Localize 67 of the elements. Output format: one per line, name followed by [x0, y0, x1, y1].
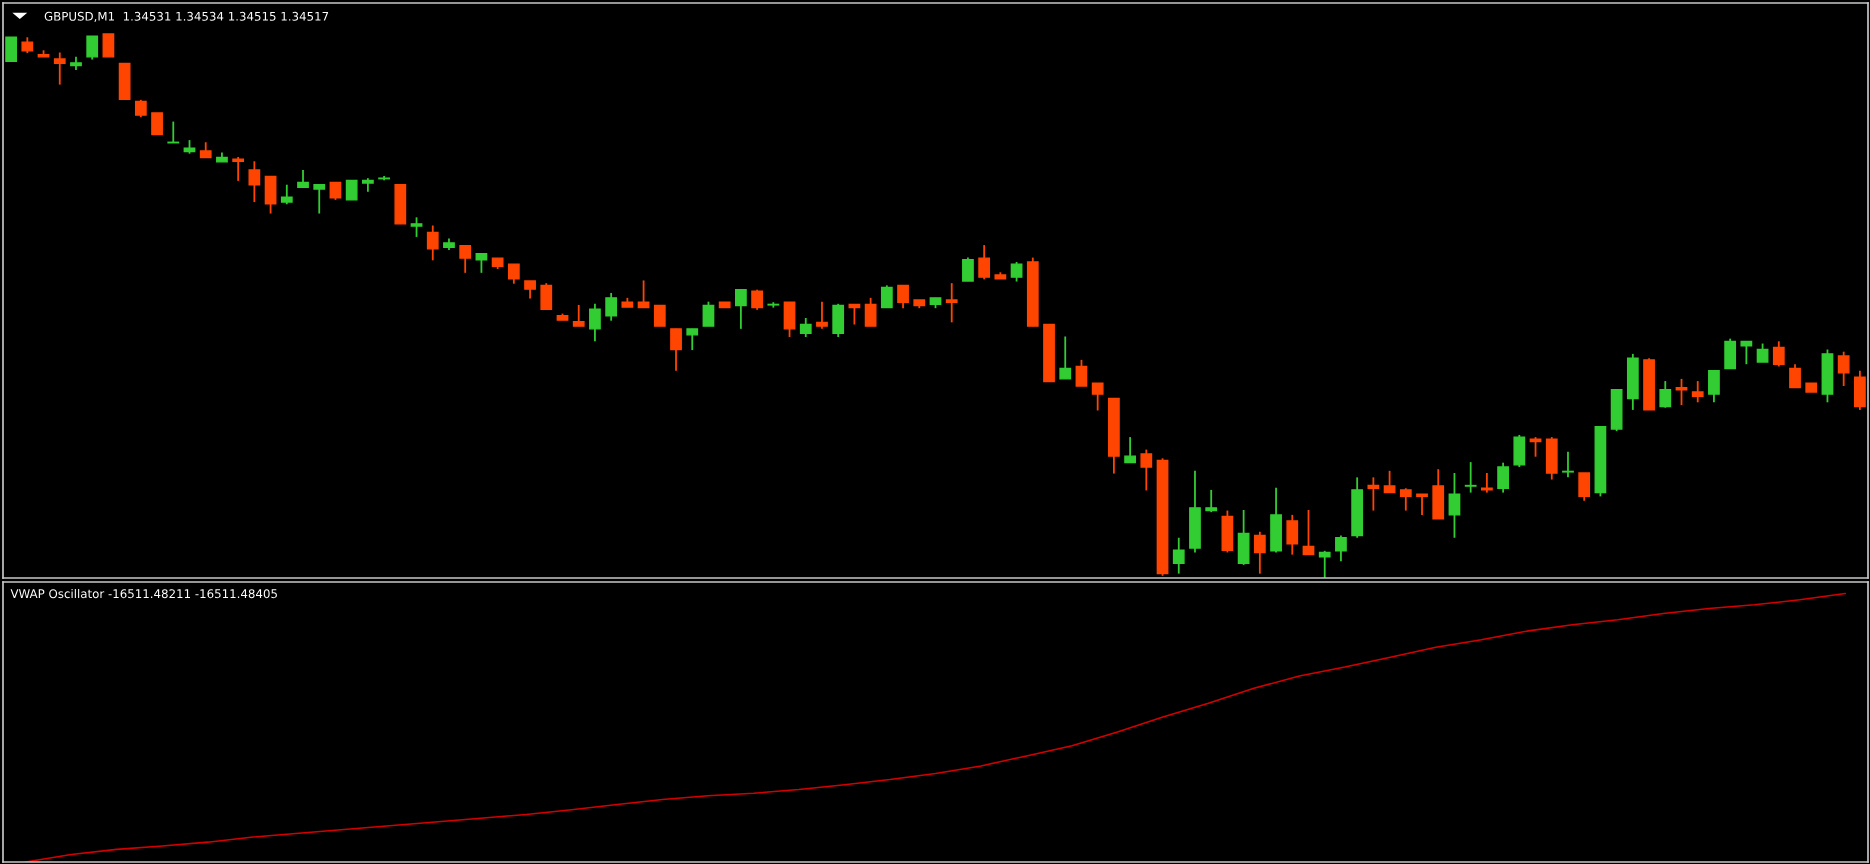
- candlestick: [670, 327, 682, 372]
- candlestick: [1708, 369, 1720, 404]
- candlestick: [1091, 382, 1104, 412]
- candlestick: [53, 51, 66, 86]
- candlestick: [962, 256, 974, 282]
- candlestick: [426, 224, 439, 262]
- candlestick: [507, 263, 520, 285]
- candlestick: [864, 296, 877, 328]
- candlestick: [589, 302, 601, 343]
- candlestick: [151, 112, 163, 136]
- candlestick: [605, 292, 618, 322]
- candlestick: [345, 179, 358, 201]
- chart-title: VWAP Oscillator -16511.48211 -16511.48405: [10, 589, 277, 599]
- candlestick: [540, 282, 553, 311]
- candlestick: [1010, 261, 1023, 283]
- candlestick: [475, 252, 488, 274]
- candlestick: [1318, 549, 1331, 578]
- candlestick: [1837, 350, 1850, 387]
- candlestick: [1302, 509, 1315, 556]
- candlestick: [897, 284, 909, 310]
- candlestick: [1335, 534, 1347, 563]
- candlestick: [572, 304, 585, 328]
- candlestick: [751, 288, 763, 311]
- candlestick: [1691, 380, 1704, 404]
- candlestick: [880, 284, 893, 309]
- candlestick: [1481, 472, 1493, 494]
- candlestick: [1253, 530, 1266, 575]
- candlestick: [248, 160, 261, 204]
- candlestick: [945, 282, 958, 324]
- candlestick: [86, 35, 99, 61]
- candlestick: [1172, 536, 1185, 575]
- candlestick: [280, 183, 293, 206]
- candlestick: [1740, 340, 1753, 366]
- candlestick: [1367, 476, 1380, 512]
- candlestick: [1789, 363, 1801, 389]
- candlestick: [1075, 358, 1088, 387]
- candlestick: [735, 288, 747, 330]
- candlestick: [459, 244, 472, 274]
- candlestick: [686, 327, 699, 351]
- candlestick: [167, 120, 180, 144]
- candlestick: [1756, 342, 1769, 363]
- candlestick: [1562, 450, 1574, 479]
- candlestick: [1659, 380, 1672, 409]
- candlestick: [1448, 472, 1461, 539]
- candlestick: [1497, 461, 1509, 494]
- candlestick: [232, 156, 245, 182]
- candlestick: [1416, 493, 1428, 516]
- candlestick: [1205, 488, 1218, 514]
- candlestick: [1399, 487, 1412, 512]
- candlestick: [653, 304, 666, 328]
- candlestick: [410, 216, 423, 238]
- chart-title: GBPUSD,M1 1.34531 1.34534 1.34515 1.34517: [44, 11, 329, 22]
- candlestick: [102, 33, 115, 58]
- candlestick: [5, 36, 17, 62]
- candlestick: [1464, 461, 1477, 494]
- candlestick: [799, 317, 812, 338]
- candlestick: [1059, 335, 1072, 380]
- candlestick: [313, 183, 326, 215]
- candlestick: [1140, 448, 1153, 492]
- candlestick: [1286, 513, 1299, 556]
- candlestick: [816, 300, 828, 330]
- candlestick: [1772, 340, 1785, 368]
- candlestick: [1383, 469, 1396, 494]
- candlestick: [1578, 472, 1591, 502]
- candlestick: [978, 244, 991, 281]
- candlestick: [702, 300, 715, 328]
- candlestick: [1124, 436, 1136, 464]
